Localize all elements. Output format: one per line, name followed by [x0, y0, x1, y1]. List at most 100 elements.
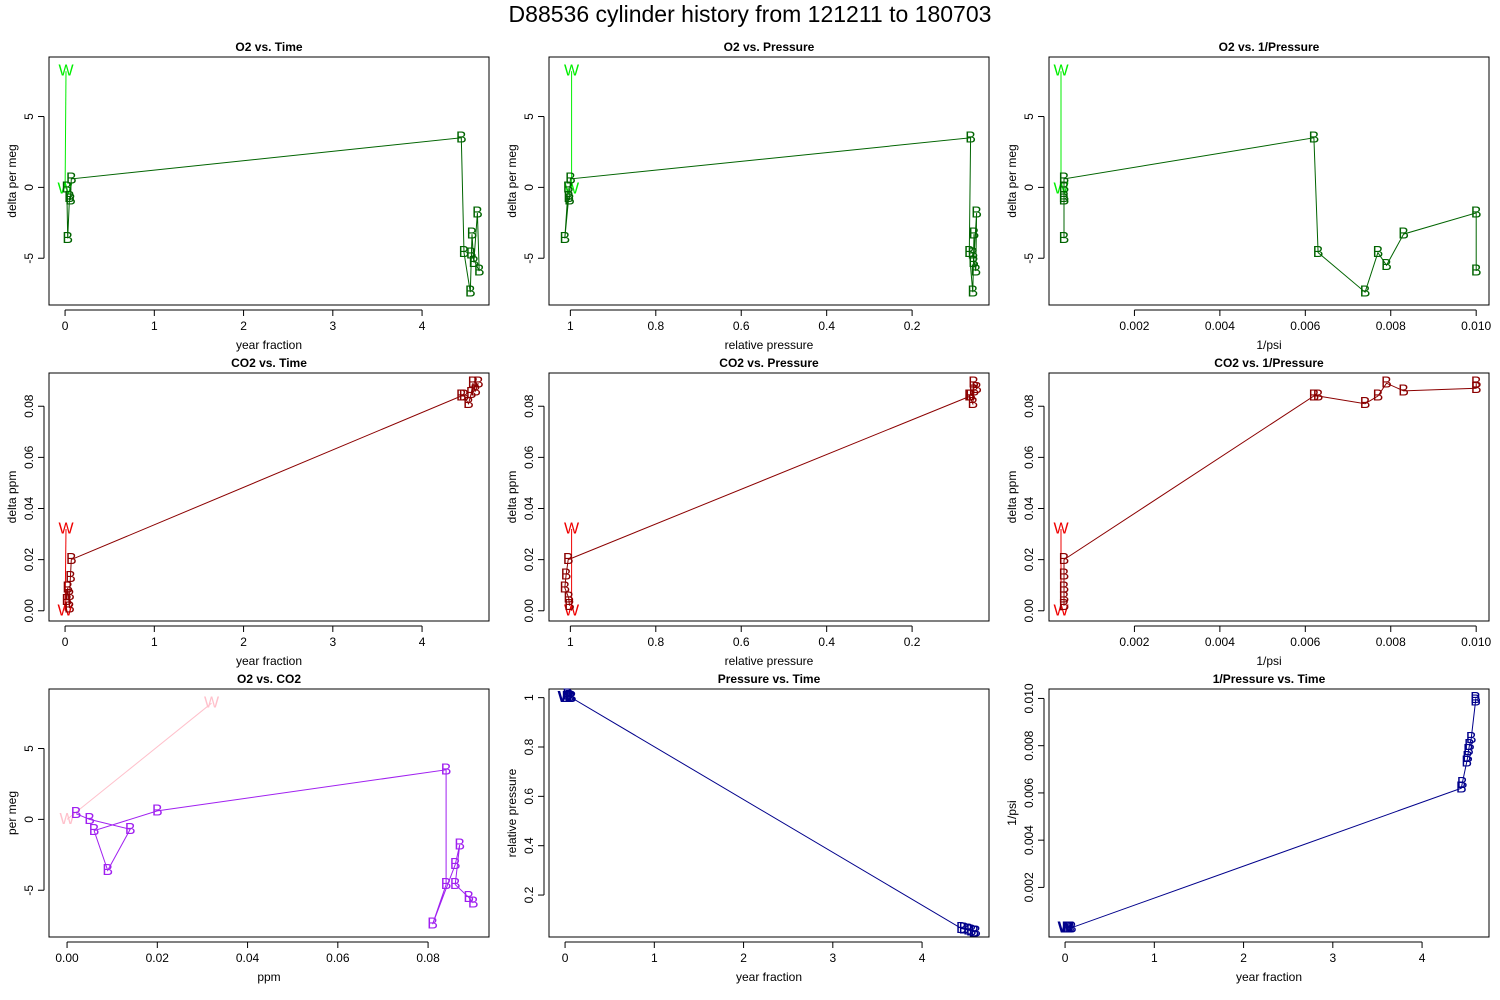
data-point-b: B	[965, 129, 976, 146]
data-point-b: B	[441, 876, 452, 893]
x-tick-label: 0.6	[733, 635, 750, 649]
data-point-b: B	[470, 382, 481, 399]
series-line-b	[564, 382, 978, 606]
plot-frame	[548, 372, 990, 622]
y-tick-label: 0	[1022, 184, 1036, 191]
y-tick-label: -5	[22, 885, 36, 896]
data-point-b: B	[1360, 284, 1371, 301]
data-point-b: B	[967, 284, 978, 301]
series-line-b	[1063, 382, 1477, 606]
data-point-b: B	[1309, 388, 1320, 405]
data-point-b: B	[468, 254, 479, 271]
y-tick-label: 0.06	[22, 445, 36, 469]
x-tick-label: 0.006	[1290, 319, 1320, 333]
data-point-b: B	[1059, 192, 1070, 209]
data-point-b: B	[971, 380, 982, 397]
data-point-b: B	[564, 688, 575, 705]
plot-frame	[48, 688, 490, 938]
y-tick-label: 5	[522, 113, 536, 120]
x-axis-label: year fraction	[236, 654, 302, 668]
y-tick-label: 0.004	[1022, 825, 1036, 855]
data-point-b: B	[1463, 742, 1474, 759]
data-point-w: W	[204, 695, 220, 712]
y-tick-label: 0.06	[522, 445, 536, 469]
data-point-b: B	[566, 689, 577, 706]
x-tick-label: 3	[329, 635, 336, 649]
data-point-b: B	[1313, 388, 1324, 405]
data-point-b: B	[562, 687, 573, 704]
data-point-b: B	[152, 802, 163, 819]
data-point-b: B	[1066, 919, 1077, 936]
x-tick-label: 0.004	[1205, 635, 1235, 649]
x-tick-label: 0.006	[1290, 635, 1320, 649]
x-tick-label: 0.008	[1376, 319, 1406, 333]
data-point-b: B	[956, 920, 967, 937]
series-line-b	[1066, 698, 1477, 929]
y-tick-label: 0.02	[1022, 548, 1036, 572]
y-tick-label: 0.010	[1022, 683, 1036, 713]
data-point-b: B	[965, 388, 976, 405]
x-tick-label: 0.002	[1119, 319, 1149, 333]
data-point-b: B	[463, 889, 474, 906]
data-point-w: W	[558, 689, 574, 706]
data-point-b: B	[62, 579, 73, 596]
data-point-b: B	[963, 922, 974, 939]
panel-o2-vs-inv-pressure: O2 vs. 1/Pressure 0.002 0.004 0.006 0.008 0.0…	[1005, 40, 1492, 352]
series-line-b	[564, 137, 978, 293]
y-tick-label: 5	[1022, 113, 1036, 120]
data-point-w: W	[564, 521, 580, 538]
x-tick-label: 4	[919, 951, 926, 965]
data-point-b: B	[967, 395, 978, 412]
x-tick-label: 0.06	[326, 951, 350, 965]
data-point-w: W	[564, 602, 580, 619]
y-tick-label: 0.08	[22, 394, 36, 418]
data-point-b: B	[565, 689, 576, 706]
y-axis-label: delta ppm	[5, 471, 19, 524]
y-tick-label: 0.002	[1022, 872, 1036, 902]
data-point-b: B	[563, 551, 574, 568]
data-point-b: B	[64, 189, 75, 206]
x-tick-label: 0.08	[416, 951, 440, 965]
data-point-b: B	[66, 551, 77, 568]
data-point-w: W	[558, 689, 574, 706]
panel-title: CO2 vs. 1/Pressure	[1214, 356, 1324, 370]
x-tick-label: 2	[740, 951, 747, 965]
data-point-b: B	[1398, 382, 1409, 399]
data-point-b: B	[968, 923, 979, 940]
data-point-b: B	[459, 388, 470, 405]
y-axis-label: 1/psi	[1005, 800, 1019, 825]
data-point-b: B	[64, 600, 75, 617]
data-point-b: B	[561, 567, 572, 584]
x-tick-label: 4	[419, 635, 426, 649]
panel-title: O2 vs. CO2	[237, 672, 301, 686]
x-tick-label: 2	[1240, 951, 1247, 965]
plot-frame	[1048, 372, 1490, 622]
data-point-b: B	[1381, 257, 1392, 274]
y-tick-label: 0.04	[522, 497, 536, 521]
data-point-b: B	[561, 689, 572, 706]
x-tick-label: 2	[240, 635, 247, 649]
y-tick-label: 0	[522, 184, 536, 191]
data-point-b: B	[61, 592, 72, 609]
data-point-b: B	[564, 597, 575, 614]
data-point-b: B	[89, 822, 100, 839]
data-point-b: B	[969, 226, 980, 243]
series-line-w	[66, 702, 212, 820]
data-point-b: B	[970, 263, 981, 280]
data-point-b: B	[1061, 919, 1072, 936]
panel-co2-vs-time: CO2 vs. Time 0 1 2 3 4 year fraction 0.00 0.02 0.…	[5, 356, 490, 668]
x-tick-label: 0	[562, 951, 569, 965]
data-point-b: B	[473, 375, 484, 392]
series-line-w	[64, 528, 67, 611]
y-tick-label: 0.08	[1022, 394, 1036, 418]
data-point-b: B	[1466, 730, 1477, 747]
x-tick-label: 0	[62, 635, 69, 649]
x-tick-label: 2	[240, 319, 247, 333]
data-point-b: B	[1471, 263, 1482, 280]
plot-frame	[548, 688, 990, 938]
x-tick-label: 0.8	[647, 319, 664, 333]
data-point-b: B	[65, 192, 76, 209]
y-axis-label: delta ppm	[505, 471, 519, 524]
y-tick-label: 0.04	[22, 497, 36, 521]
x-tick-label: 0	[62, 319, 69, 333]
